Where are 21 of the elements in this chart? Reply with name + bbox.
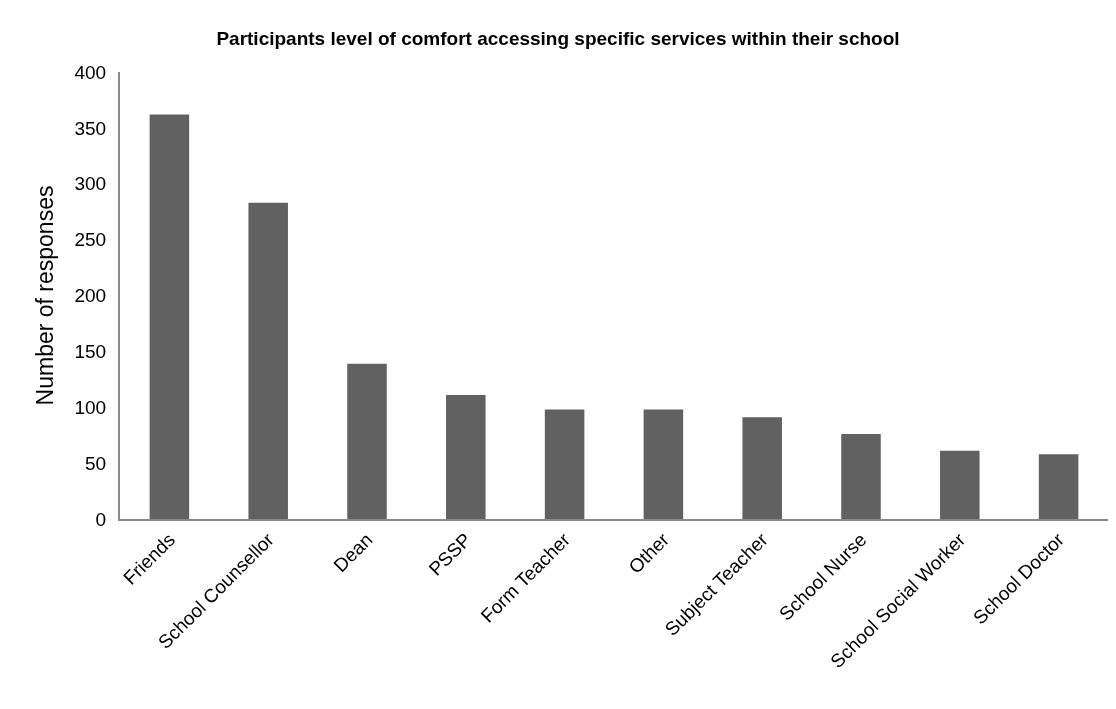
y-tick-label: 150 — [74, 341, 107, 363]
y-tick-label: 50 — [85, 452, 107, 474]
y-tick-label: 0 — [95, 508, 107, 530]
y-tick-label: 350 — [74, 117, 107, 139]
y-tick-label: 300 — [74, 173, 107, 195]
y-tick-label: 250 — [74, 229, 107, 251]
bar — [446, 394, 486, 519]
bar — [248, 202, 288, 519]
bar — [149, 114, 190, 519]
bar — [1038, 454, 1079, 519]
bar — [742, 417, 782, 519]
y-axis-title: Number of responses — [32, 185, 59, 406]
chart-title: Participants level of comfort accessing specific services within their school — [216, 28, 900, 50]
y-tick-label: 400 — [74, 61, 107, 83]
bar — [347, 363, 387, 519]
bar — [841, 434, 881, 519]
y-tick-label: 200 — [74, 285, 107, 307]
bar — [940, 450, 980, 519]
bar — [544, 409, 585, 519]
y-tick-label: 100 — [74, 396, 107, 418]
bar — [643, 409, 684, 519]
